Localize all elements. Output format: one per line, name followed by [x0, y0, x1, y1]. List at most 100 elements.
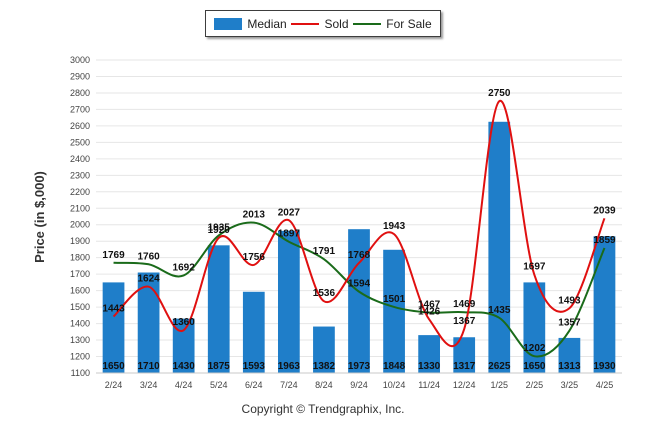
- legend-item-sold[interactable]: Sold: [291, 16, 349, 31]
- series-point-labels: 1769 1760 1692 1935 2013 1897 1791 1594 1501 1467…: [102, 88, 616, 354]
- legend-item-for-sale[interactable]: For Sale: [353, 16, 432, 31]
- y-tick-label: 2900: [70, 71, 90, 81]
- y-tick-label: 2100: [70, 203, 90, 213]
- sold-point-label: 1360: [173, 317, 196, 328]
- x-tick-label: 11/24: [418, 380, 440, 390]
- for-sale-line: [113, 221, 606, 358]
- y-tick-label: 2800: [70, 88, 90, 98]
- y-tick-label: 1200: [70, 352, 90, 362]
- sold-point-label: 1426: [418, 306, 441, 317]
- x-tick-label: 6/24: [245, 380, 263, 390]
- median-bar: [383, 249, 405, 373]
- median-bar-label: 1848: [383, 361, 406, 372]
- median-bars: [102, 121, 616, 374]
- for-sale-point-label: 1594: [348, 279, 371, 290]
- sold-point-label: 1493: [558, 295, 581, 306]
- for-sale-point-label: 1469: [453, 299, 476, 310]
- sold-point-label: 2039: [593, 205, 616, 216]
- median-bar: [207, 245, 230, 373]
- y-tick-label: 2000: [70, 220, 90, 230]
- y-axis-label: Price (in $,000): [32, 171, 47, 263]
- median-bar-label: 1963: [278, 361, 301, 372]
- x-tick-label: 1/25: [491, 380, 509, 390]
- y-tick-label: 1300: [70, 335, 90, 345]
- for-sale-point-label: 1467: [418, 300, 441, 311]
- x-tick-label: 3/24: [140, 380, 158, 390]
- median-bar-label: 1973: [348, 361, 371, 372]
- y-tick-label: 1700: [70, 269, 90, 279]
- median-bar: [453, 337, 476, 373]
- y-tick-label: 2700: [70, 104, 90, 114]
- for-sale-point-label: 1769: [102, 250, 125, 261]
- sold-point-label: 2027: [278, 207, 301, 218]
- y-tick-label: 2400: [70, 154, 90, 164]
- median-bar-label: 1875: [208, 361, 231, 372]
- median-bar: [418, 335, 441, 373]
- for-sale-point-label: 1435: [488, 305, 511, 316]
- x-tick-label: 7/24: [280, 380, 298, 390]
- median-bar-label: 1930: [593, 361, 616, 372]
- median-bar: [523, 282, 546, 373]
- x-tick-labels: 2/24 3/24 4/24 5/24 6/24 7/24 8/24 9/24 10/24 11/…: [105, 380, 613, 390]
- sold-point-label: 1768: [348, 250, 371, 261]
- sold-point-label: 1920: [208, 225, 231, 236]
- median-bar-label: 1430: [173, 361, 196, 372]
- for-sale-point-label: 1357: [558, 318, 581, 329]
- median-bar: [102, 282, 125, 373]
- median-bar: [488, 121, 511, 374]
- x-tick-label: 4/24: [175, 380, 193, 390]
- median-bar: [277, 230, 300, 373]
- for-sale-point-label: 1692: [173, 262, 196, 273]
- y-tick-label: 1600: [70, 286, 90, 296]
- y-tick-label: 2300: [70, 170, 90, 180]
- median-bar-labels: 1650 1710 1430 1875 1593 1963 1382 1973 1848 1330…: [102, 361, 616, 372]
- x-tick-label: 8/24: [315, 380, 333, 390]
- legend: Median Sold For Sale: [205, 10, 441, 37]
- median-bar: [242, 291, 265, 373]
- x-tick-label: 5/24: [210, 380, 228, 390]
- y-tick-label: 1400: [70, 319, 90, 329]
- y-tick-label: 2600: [70, 121, 90, 131]
- legend-label-for-sale: For Sale: [386, 16, 432, 31]
- y-tick-label: 1100: [71, 368, 90, 378]
- sold-point-label: 1943: [383, 221, 406, 232]
- sold-point-label: 1536: [313, 288, 336, 299]
- legend-item-median[interactable]: Median: [214, 16, 287, 31]
- for-sale-point-label: 1501: [383, 294, 406, 305]
- sold-swatch: [291, 22, 320, 25]
- sold-line: [112, 100, 606, 347]
- y-tick-label: 3000: [70, 55, 90, 65]
- median-bar-label: 1317: [453, 361, 476, 372]
- median-bar-label: 2625: [488, 361, 511, 372]
- median-bar-label: 1710: [137, 361, 160, 372]
- y-tick-label: 1800: [70, 253, 90, 263]
- x-tick-label: 2/25: [526, 380, 544, 390]
- y-tick-label: 1500: [70, 302, 90, 312]
- sold-point-label: 1367: [453, 316, 476, 327]
- for-sale-swatch: [353, 22, 382, 25]
- median-bar-label: 1382: [313, 361, 336, 372]
- for-sale-point-label: 1897: [278, 229, 301, 240]
- x-tick-label: 10/24: [383, 380, 406, 390]
- median-bar-label: 1313: [558, 361, 581, 372]
- median-bar-label: 1330: [418, 361, 441, 372]
- median-bar-label: 1650: [102, 361, 125, 372]
- for-sale-point-label: 1760: [137, 251, 160, 262]
- sold-point-label: 2750: [488, 88, 511, 99]
- gridlines: [96, 59, 622, 374]
- median-bar: [172, 318, 195, 373]
- y-tick-label: 1900: [70, 236, 90, 246]
- x-tick-label: 4/25: [596, 380, 614, 390]
- median-bar-label: 1593: [243, 361, 266, 372]
- x-tick-label: 9/24: [350, 380, 368, 390]
- legend-label-median: Median: [247, 16, 287, 31]
- for-sale-point-label: 2013: [243, 210, 266, 221]
- median-bar: [137, 272, 160, 373]
- x-tick-label: 2/24: [105, 380, 123, 390]
- y-tick-labels: 1100 1200 1300 1400 1500 1600 1700 1800 1900 2000…: [70, 55, 90, 378]
- sold-point-label: 1443: [102, 303, 125, 314]
- sold-point-label: 1624: [137, 274, 160, 285]
- median-bar: [313, 326, 335, 373]
- legend-label-sold: Sold: [324, 16, 349, 31]
